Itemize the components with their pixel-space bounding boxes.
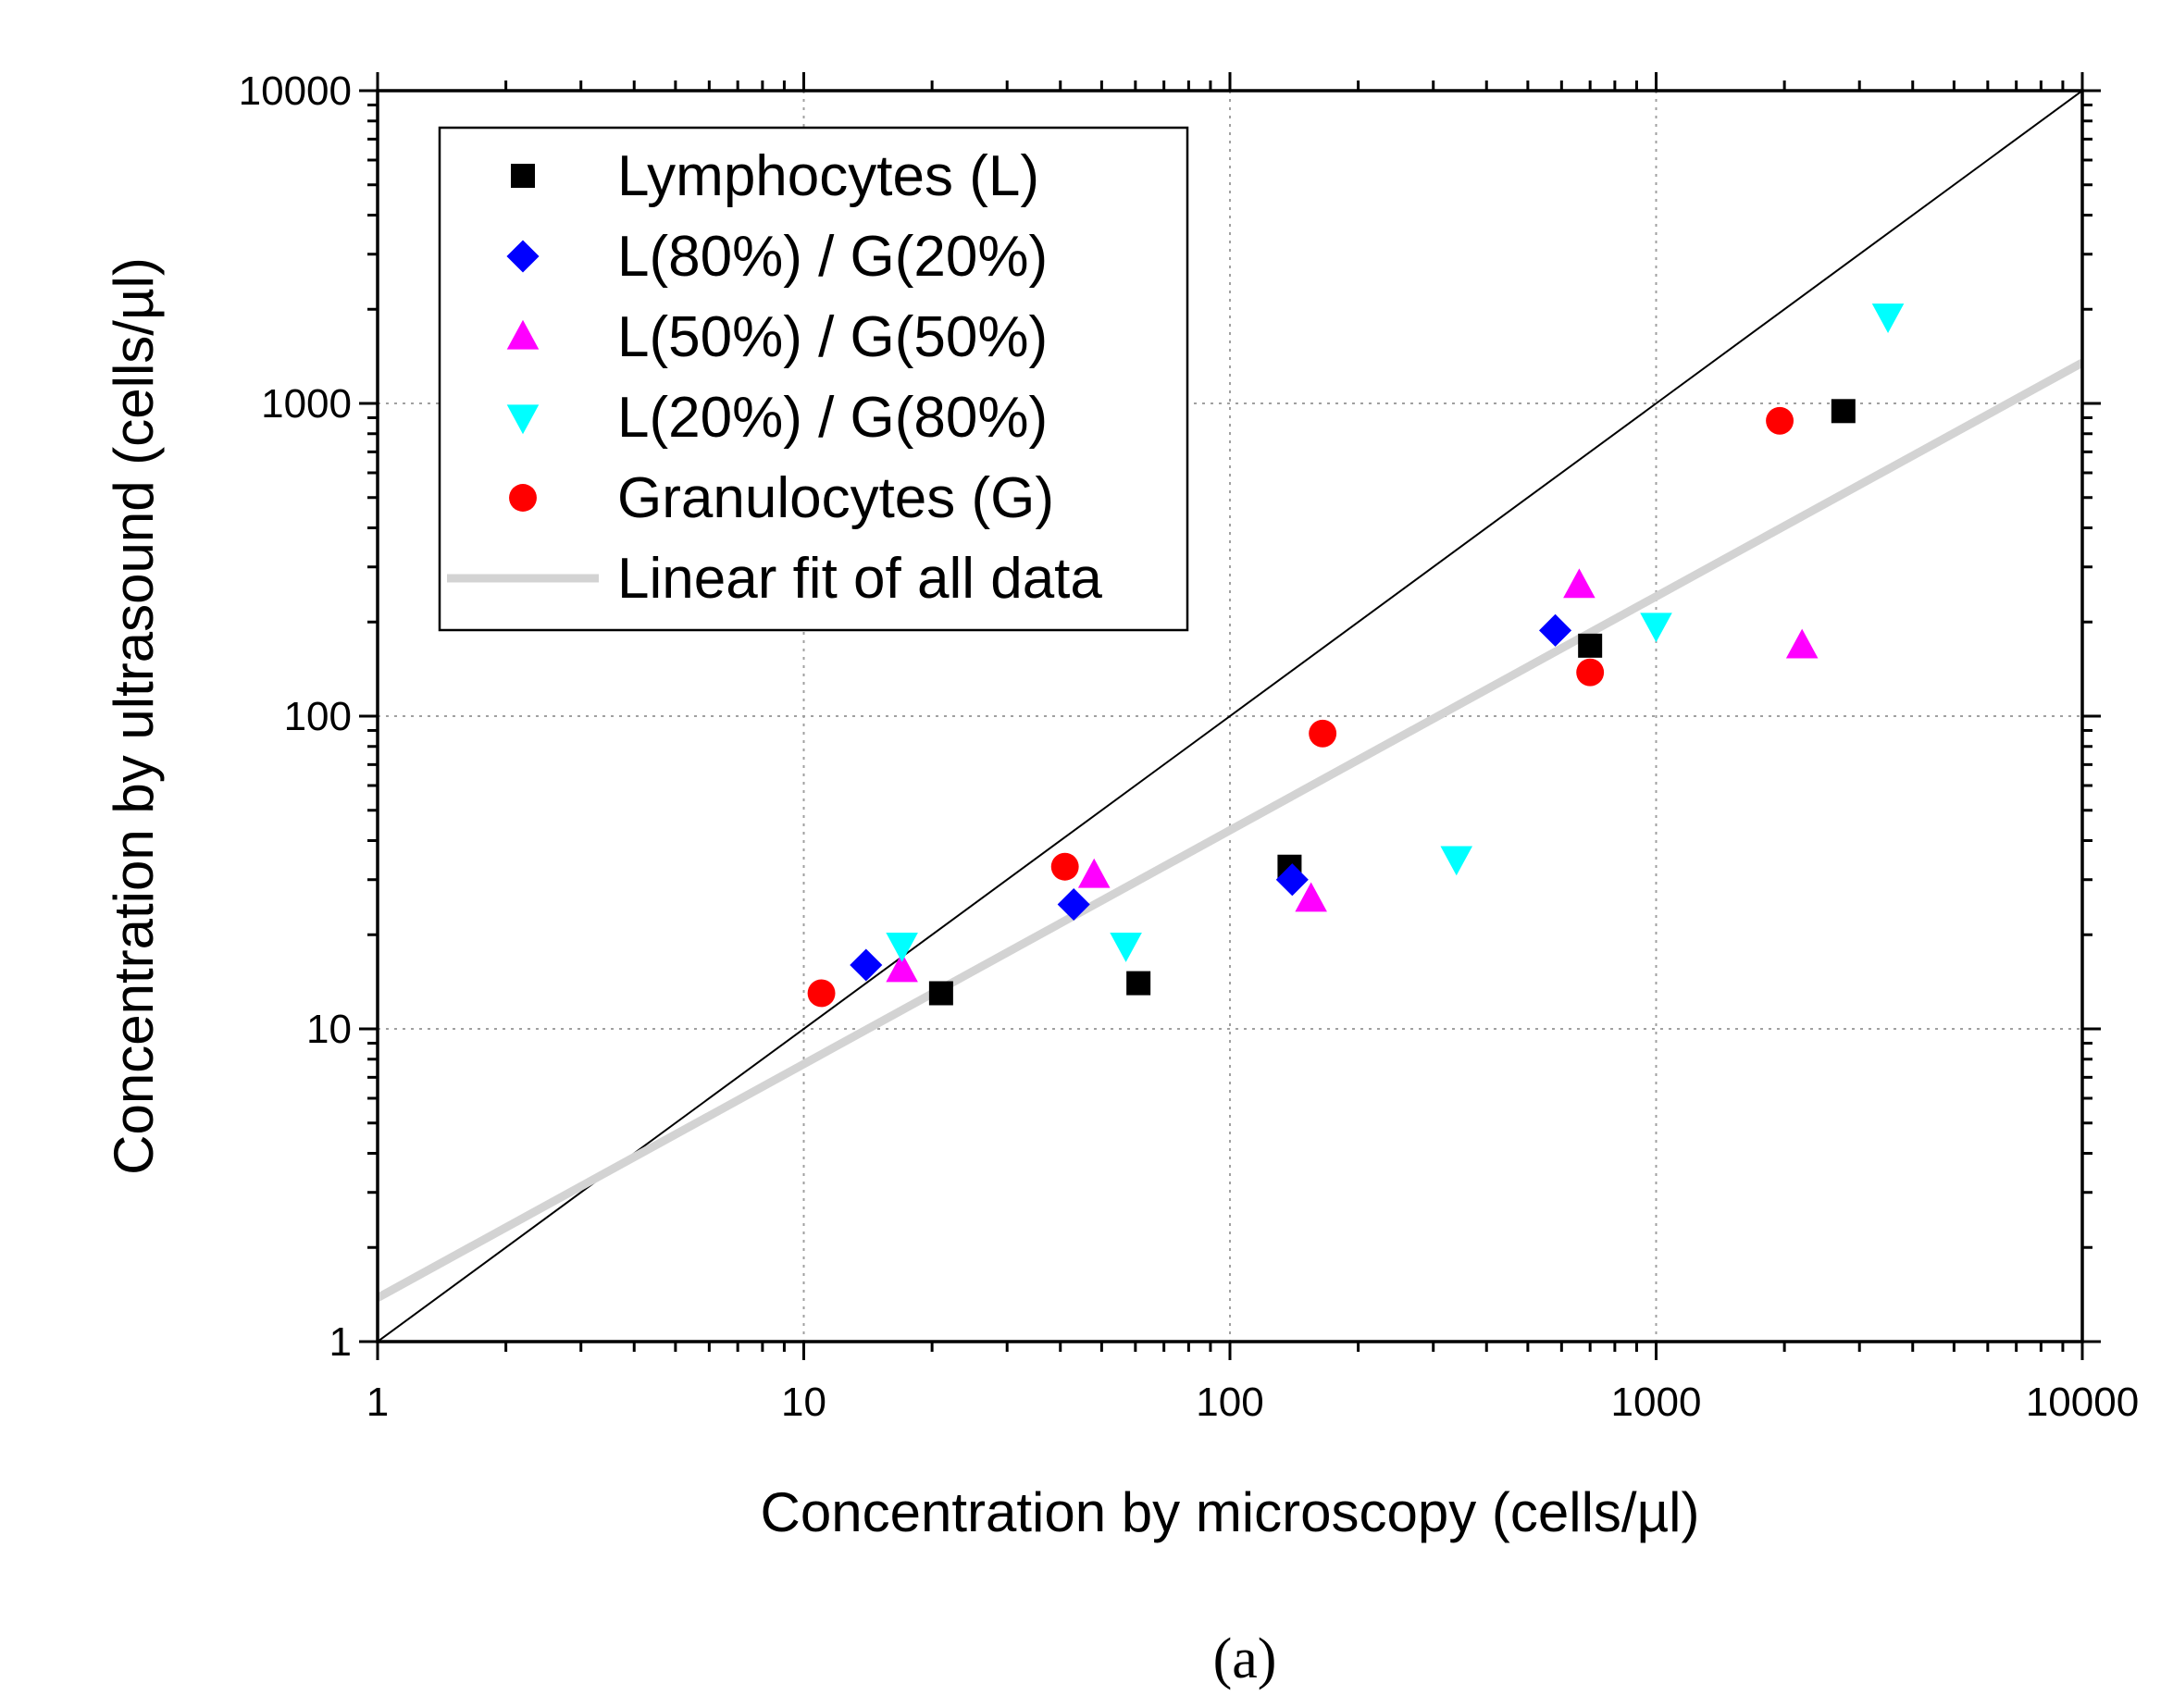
data-point xyxy=(1077,858,1111,888)
series-2 xyxy=(886,568,1819,983)
x-tick-label: 100 xyxy=(1196,1380,1263,1425)
reference-lines xyxy=(378,91,2082,1342)
legend-label: Linear fit of all data xyxy=(617,547,1102,611)
data-point xyxy=(886,952,918,983)
legend-label: L(80%) / G(20%) xyxy=(617,225,1048,289)
legend-label: Granulocytes (G) xyxy=(617,466,1054,530)
data-point xyxy=(1539,613,1572,647)
figure-caption: (a) xyxy=(1213,1628,1277,1690)
data-point xyxy=(807,979,836,1008)
data-point xyxy=(1578,633,1603,658)
x-tick-label: 1000 xyxy=(1611,1380,1702,1425)
data-point xyxy=(1295,882,1327,912)
x-tick-label: 10 xyxy=(781,1380,826,1425)
data-point xyxy=(1785,628,1819,659)
y-tick-label: 1000 xyxy=(261,381,352,427)
data-points xyxy=(807,303,1905,1008)
y-tick-label: 10 xyxy=(306,1007,352,1052)
data-point xyxy=(1640,613,1672,643)
x-axis-title: Concentration by microscopy (cells/µl) xyxy=(761,1481,1700,1543)
data-point xyxy=(1126,971,1151,996)
legend: Lymphocytes (L) L(80%) / G(20%) L(50%) / G… xyxy=(438,126,1189,632)
data-point xyxy=(1309,719,1337,748)
data-point xyxy=(1050,852,1079,881)
legend-marker xyxy=(511,164,535,188)
legend-marker xyxy=(506,404,540,435)
legend-marker xyxy=(509,484,537,512)
fit-line xyxy=(378,359,2082,1302)
legend-marker xyxy=(506,240,540,273)
data-point xyxy=(928,981,953,1006)
data-point xyxy=(1440,846,1473,876)
data-point xyxy=(1275,863,1309,897)
x-tick-label: 10000 xyxy=(2026,1380,2139,1425)
data-point xyxy=(1057,887,1090,922)
data-point xyxy=(850,948,883,982)
data-point xyxy=(1563,568,1596,599)
series-1 xyxy=(850,613,1572,982)
series-3 xyxy=(886,303,1905,962)
y-tick-label: 100 xyxy=(284,694,352,739)
data-point xyxy=(1766,406,1794,435)
legend-label: L(20%) / G(80%) xyxy=(617,386,1048,450)
legend-marker xyxy=(506,319,540,350)
legend-label: L(50%) / G(50%) xyxy=(617,305,1048,369)
legend-box xyxy=(438,126,1189,632)
data-point xyxy=(1831,399,1856,424)
series-4 xyxy=(807,406,1794,1008)
data-point xyxy=(886,933,918,962)
y-axis-title: Concentration by ultrasound (cells/µl) xyxy=(103,257,165,1175)
x-tick-label: 1 xyxy=(366,1380,389,1425)
data-point xyxy=(1576,658,1605,687)
y-tick-label: 1 xyxy=(329,1319,352,1365)
data-point xyxy=(1110,933,1142,962)
y-tick-label: 10000 xyxy=(239,68,352,114)
legend-label: Lymphocytes (L) xyxy=(617,144,1039,208)
axes: 1 10 100 1000 10000 1 10 100 1000 10000 xyxy=(239,68,2140,1425)
identity-line xyxy=(378,91,2082,1342)
data-point xyxy=(1871,303,1905,333)
